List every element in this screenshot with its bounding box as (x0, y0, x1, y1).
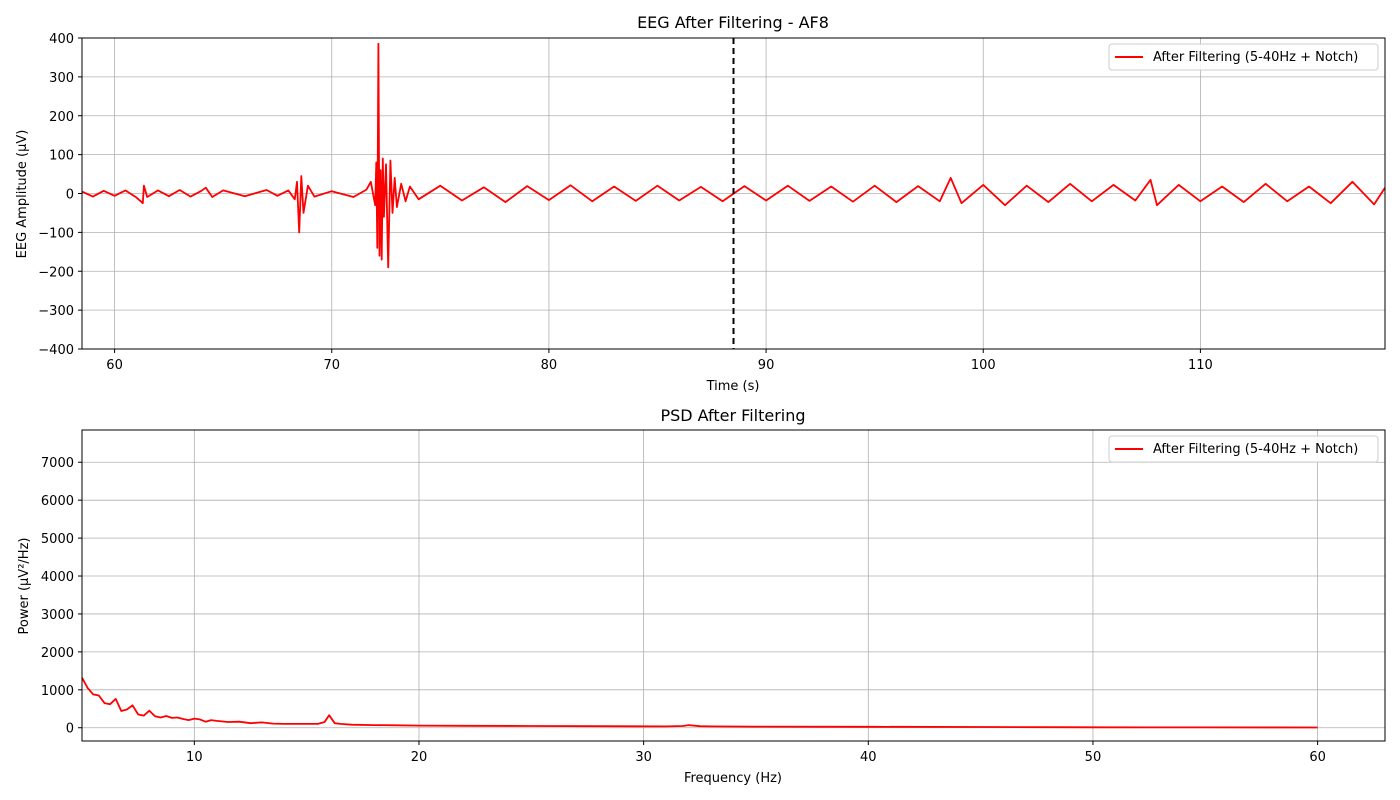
psd-ticks: 10 20 30 40 50 60 0 1000 2000 3000 4000 5000 6000 700… (41, 456, 1326, 765)
eeg-y-tick-label: 400 (49, 32, 74, 47)
eeg-y-tick-label: −100 (38, 226, 74, 241)
psd-x-tick-label: 60 (1309, 750, 1326, 765)
psd-plot: PSD After Filtering 10 20 30 40 50 60 0 1000 200… (17, 406, 1386, 786)
psd-plot-frame (81, 429, 1386, 742)
psd-x-tick-label: 30 (635, 750, 652, 765)
psd-x-tick-label: 40 (860, 750, 877, 765)
eeg-x-tick-label: 80 (541, 358, 558, 373)
eeg-time-plot: EEG After Filtering - AF8 60 70 80 90 100 110… (15, 13, 1386, 394)
eeg-y-tick-label: 100 (49, 149, 74, 164)
psd-y-tick-label: 3000 (41, 608, 74, 623)
eeg-x-tick-label: 100 (971, 358, 996, 373)
psd-y-tick-label: 0 (66, 722, 74, 737)
psd-y-tick-label: 5000 (41, 532, 74, 547)
eeg-x-axis-label: Time (s) (706, 379, 760, 394)
eeg-y-tick-label: −300 (38, 304, 74, 319)
eeg-series-line (81, 42, 1386, 269)
eeg-x-tick-label: 60 (106, 358, 123, 373)
psd-y-tick-label: 6000 (41, 494, 74, 509)
psd-series-line (81, 677, 1318, 729)
psd-y-tick-label: 2000 (41, 646, 74, 661)
eeg-y-tick-label: 0 (66, 188, 74, 203)
psd-grid (82, 430, 1385, 741)
eeg-ticks: 60 70 80 90 100 110 −400 −300 −200 −100 0 100 200 300… (38, 32, 1213, 373)
psd-plot-title: PSD After Filtering (660, 406, 805, 425)
psd-legend-box (1108, 435, 1379, 463)
eeg-y-axis-label: EEG Amplitude (µV) (15, 130, 30, 259)
psd-y-tick-label: 4000 (41, 570, 74, 585)
psd-y-tick-label: 1000 (41, 684, 74, 699)
psd-y-tick-label: 7000 (41, 456, 74, 471)
eeg-legend-label: After Filtering (5-40Hz + Notch) (1153, 50, 1358, 65)
eeg-y-tick-label: 200 (49, 110, 74, 125)
eeg-x-tick-label: 70 (323, 358, 340, 373)
eeg-plot-title: EEG After Filtering - AF8 (637, 13, 829, 32)
psd-series (81, 677, 1318, 729)
psd-legend-label: After Filtering (5-40Hz + Notch) (1153, 442, 1358, 457)
eeg-grid (82, 37, 1385, 350)
psd-x-tick-label: 20 (411, 750, 428, 765)
eeg-series (81, 42, 1386, 269)
eeg-x-tick-label: 110 (1188, 358, 1213, 373)
eeg-y-tick-label: −200 (38, 265, 74, 280)
psd-x-axis-label: Frequency (Hz) (684, 771, 782, 786)
eeg-y-tick-label: 300 (49, 71, 74, 86)
eeg-x-tick-label: 90 (758, 358, 775, 373)
eeg-y-tick-label: −400 (38, 343, 74, 358)
psd-y-axis-label: Power (µV²/Hz) (17, 538, 32, 635)
psd-x-tick-label: 10 (186, 750, 203, 765)
eeg-legend: After Filtering (5-40Hz + Notch) (1108, 43, 1379, 71)
psd-x-tick-label: 50 (1085, 750, 1102, 765)
eeg-legend-box (1108, 43, 1379, 71)
psd-legend: After Filtering (5-40Hz + Notch) (1108, 435, 1379, 463)
